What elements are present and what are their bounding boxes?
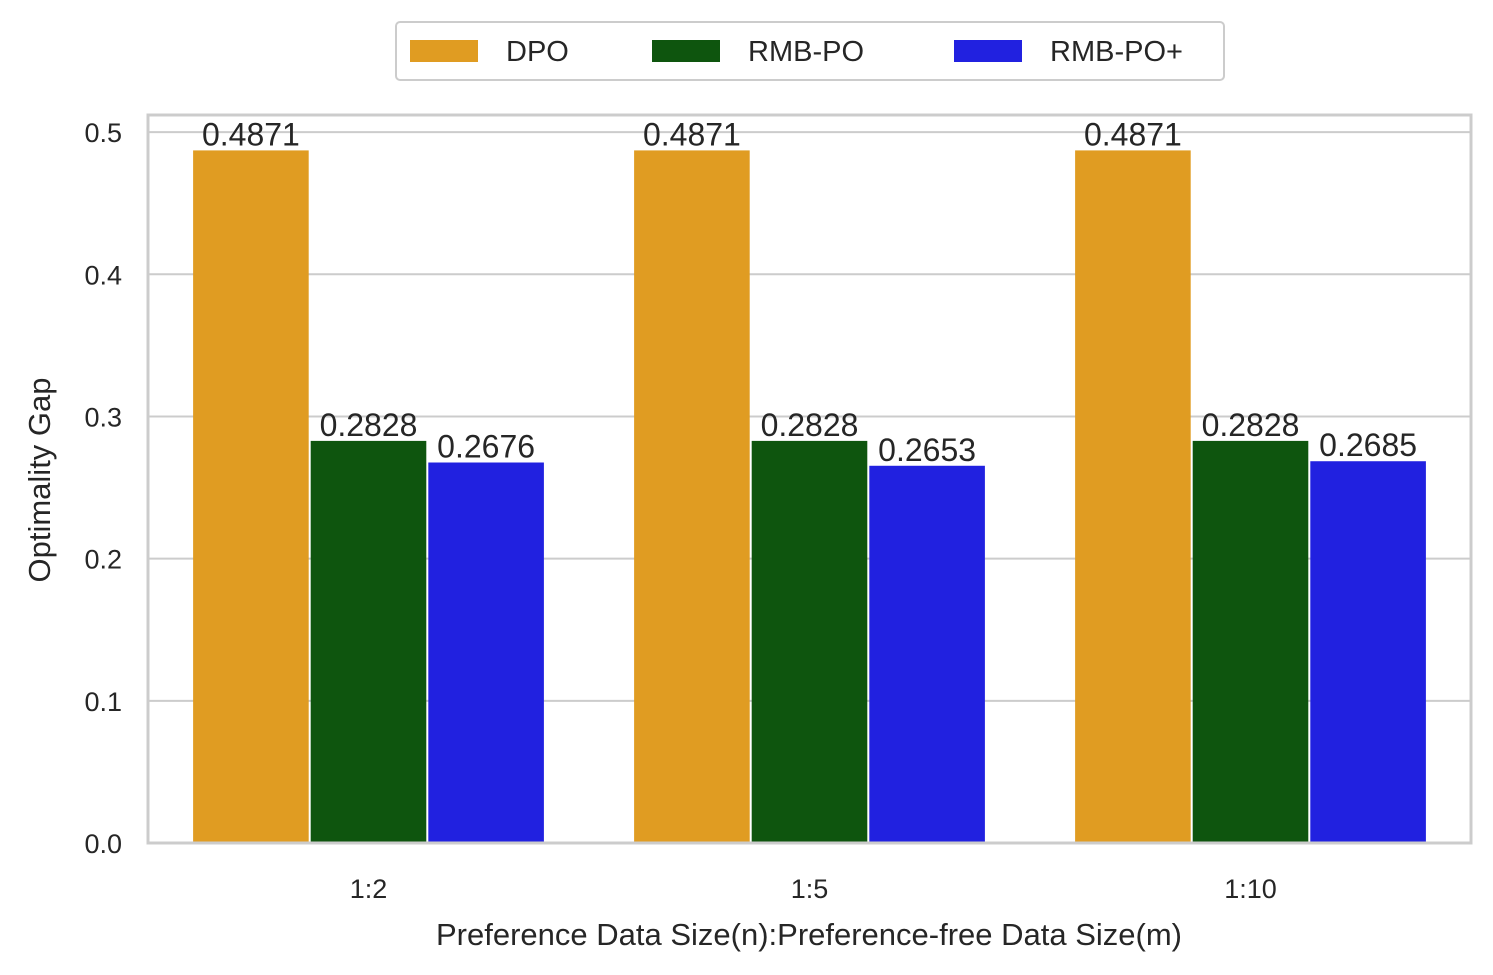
legend: DPO RMB-PO RMB-PO+ [395, 21, 1225, 81]
x-tick-label: 1:5 [791, 874, 829, 904]
bar-rmb-po-1-5 [751, 440, 868, 843]
x-axis-label: Preference Data Size(n):Preference-free … [436, 917, 1182, 952]
bar-rmb-po-plus-1-10 [1310, 461, 1426, 843]
bar-dpo-1-2 [193, 150, 309, 844]
bar-value-label: 0.2828 [1202, 407, 1300, 443]
legend-label-dpo: DPO [506, 36, 569, 68]
legend-box [395, 21, 1225, 81]
y-tick-label: 0.2 [84, 545, 122, 575]
bar-value-label: 0.4871 [1084, 116, 1182, 152]
tick-labels: 0.0 0.1 0.2 0.3 0.4 0.5 1:2 1:5 1:10 [84, 118, 1276, 904]
bar-rmb-po-plus-1-2 [428, 462, 544, 843]
bar-dpo-1-5 [634, 150, 750, 844]
plot-frame [146, 113, 1473, 845]
y-axis-label: Optimality Gap [22, 377, 57, 582]
bar-rmb-po-1-10 [1192, 440, 1309, 843]
x-tick-label: 1:10 [1224, 874, 1277, 904]
plot-border [146, 113, 1473, 845]
legend-swatch-dpo [410, 40, 478, 62]
bar-value-label: 0.2653 [878, 432, 976, 468]
bar-value-label: 0.2685 [1319, 427, 1417, 463]
bar-value-label: 0.2828 [320, 407, 418, 443]
bar-rmb-po-plus-1-5 [869, 465, 985, 843]
bar-value-label: 0.4871 [202, 116, 300, 152]
legend-label-rmb-po-plus: RMB-PO+ [1050, 36, 1183, 68]
bar-value-label: 0.2676 [437, 429, 535, 465]
y-tick-label: 0.4 [84, 260, 122, 290]
legend-swatch-rmb-po-plus [954, 40, 1022, 62]
bar-rmb-po-1-2 [310, 440, 427, 843]
bar-value-label: 0.2828 [761, 407, 859, 443]
x-tick-label: 1:2 [350, 874, 388, 904]
bars [193, 150, 1426, 844]
legend-label-rmb-po: RMB-PO [748, 36, 864, 68]
bar-value-label: 0.4871 [643, 116, 741, 152]
y-tick-label: 0.1 [84, 687, 122, 717]
bar-dpo-1-10 [1075, 150, 1191, 844]
legend-swatch-rmb-po [652, 40, 720, 62]
y-tick-label: 0.5 [84, 118, 122, 148]
y-tick-label: 0.3 [84, 402, 122, 432]
y-tick-label: 0.0 [84, 829, 122, 859]
bar-value-labels: 0.4871 0.2828 0.2676 0.4871 0.2828 0.2653 0.48… [202, 116, 1417, 467]
